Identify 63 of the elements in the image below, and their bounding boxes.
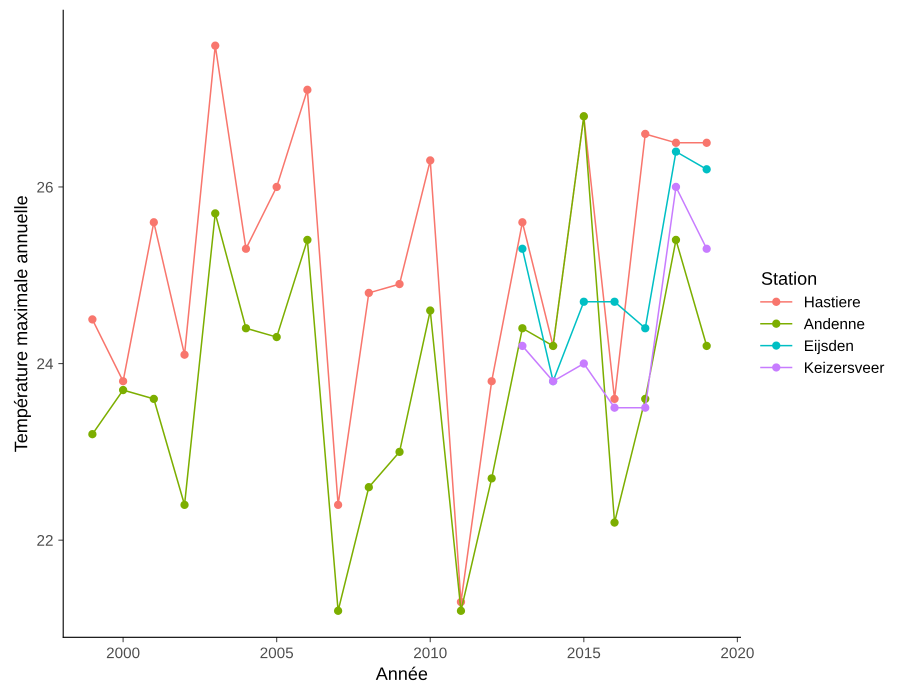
x-axis-title: Année [376, 666, 428, 680]
point [395, 280, 404, 288]
point [303, 86, 312, 94]
point [456, 606, 466, 615]
point [518, 218, 527, 226]
point [88, 430, 97, 438]
point [672, 147, 680, 156]
point [702, 244, 711, 253]
point [334, 606, 342, 615]
point [150, 394, 158, 404]
point [641, 404, 650, 412]
point [672, 236, 680, 244]
x-tick-label: 2000 [106, 647, 140, 658]
legend-label: Hastiere [805, 296, 860, 308]
point [518, 324, 527, 332]
y-axis-title: Température maximale annuelle [14, 196, 31, 452]
point [242, 324, 250, 332]
y-tick-label: 26 [37, 182, 53, 193]
x-tick-label: 2010 [414, 647, 447, 658]
legend-label: Eijsden [805, 340, 853, 354]
point [303, 236, 312, 244]
point [118, 386, 128, 394]
point [702, 342, 711, 350]
point [150, 218, 158, 226]
point [364, 483, 373, 492]
point [211, 41, 220, 50]
x-tick-label: 2015 [568, 647, 600, 658]
point [272, 182, 281, 192]
legend-label: Andenne [804, 318, 864, 330]
point [242, 244, 250, 253]
point [272, 332, 281, 342]
point [641, 130, 650, 138]
legend-label: Keizersveer [805, 362, 884, 373]
legend-title: Station [762, 272, 816, 285]
point [211, 209, 220, 218]
point [395, 448, 404, 456]
point [180, 500, 189, 510]
point [702, 165, 711, 174]
point [641, 324, 650, 332]
point [610, 518, 619, 527]
point [488, 474, 496, 483]
point [518, 244, 527, 253]
point [334, 500, 342, 510]
point [426, 156, 434, 165]
point [488, 377, 496, 386]
point [580, 359, 588, 368]
x-tick-label: 2020 [721, 647, 754, 658]
point [88, 315, 97, 324]
point [672, 182, 680, 192]
y-tick-label: 22 [37, 535, 53, 546]
point [610, 298, 619, 306]
point [118, 377, 128, 386]
point [580, 298, 588, 306]
point [702, 138, 711, 147]
point [518, 342, 527, 350]
point [610, 394, 619, 404]
point [672, 138, 680, 147]
point [364, 288, 373, 298]
point [426, 306, 434, 315]
x-tick-label: 2005 [260, 647, 294, 658]
point [610, 404, 619, 412]
y-tick-label: 24 [37, 358, 54, 370]
point [180, 350, 189, 359]
